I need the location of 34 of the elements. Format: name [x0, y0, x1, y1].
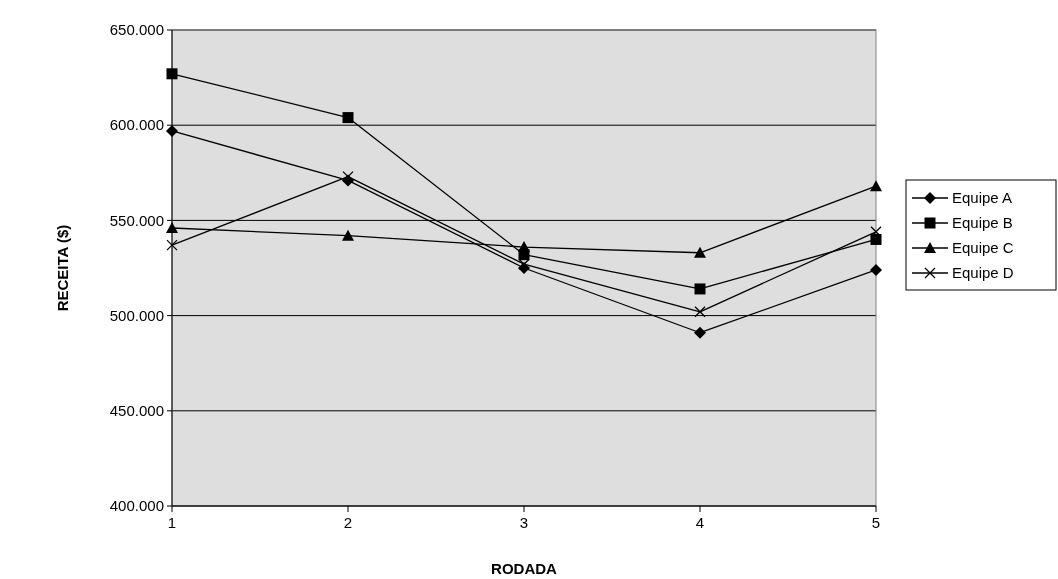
- point: [518, 241, 530, 253]
- x-tick-label: 3: [519, 514, 529, 531]
- legend-label: Equipe A: [952, 189, 1013, 207]
- x-tick-label: 5: [871, 514, 881, 531]
- point: [342, 112, 354, 124]
- y-tick-label: 450.000: [109, 402, 164, 420]
- x-axis-title: RODADA: [491, 560, 558, 577]
- point: [870, 180, 882, 192]
- point: [694, 246, 706, 258]
- y-tick-label: 550.000: [109, 211, 164, 229]
- y-tick-label: 400.000: [109, 497, 164, 515]
- y-axis-title: RECEITA ($): [54, 224, 71, 312]
- point: [694, 326, 706, 339]
- y-tick-label: 600.000: [109, 116, 164, 134]
- legend-label: Equipe D: [952, 264, 1014, 282]
- point: [342, 229, 354, 241]
- point: [166, 124, 178, 137]
- point: [870, 233, 882, 245]
- x-tick-label: 1: [167, 514, 177, 531]
- legend-label: Equipe B: [952, 214, 1013, 232]
- x-tick-label: 2: [343, 514, 353, 531]
- point: [518, 258, 530, 270]
- point: [694, 283, 706, 295]
- point: [870, 226, 882, 238]
- point: [166, 68, 178, 80]
- x-tick-label: 4: [695, 514, 705, 531]
- legend-label: Equipe C: [952, 239, 1014, 257]
- point: [342, 170, 354, 183]
- y-tick-label: 650.000: [109, 21, 164, 39]
- point: [166, 239, 178, 251]
- point: [870, 263, 882, 276]
- y-tick-label: 500.000: [109, 306, 164, 324]
- point: [166, 222, 178, 234]
- point: [694, 306, 706, 318]
